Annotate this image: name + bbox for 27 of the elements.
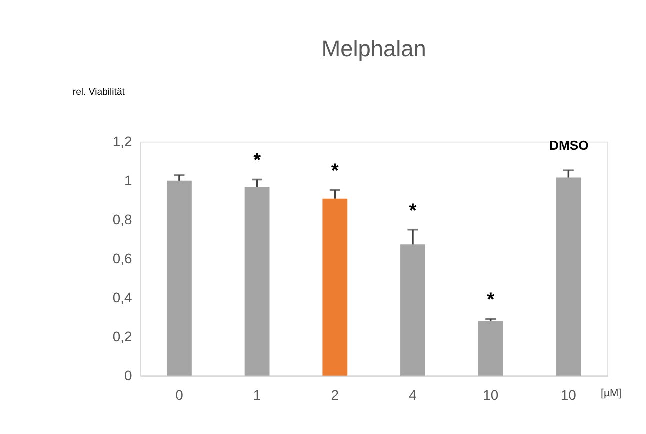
bar bbox=[244, 187, 270, 376]
chart-title: Melphalan bbox=[322, 35, 426, 62]
annotation: * bbox=[487, 290, 496, 312]
x-tick-label: 4 bbox=[409, 386, 418, 403]
annotation: * bbox=[254, 150, 262, 172]
y-tick-label: 0,8 bbox=[112, 212, 132, 228]
annotation: * bbox=[331, 161, 340, 182]
y-tick-label: 0,4 bbox=[112, 290, 132, 306]
x-tick-label: 10 bbox=[483, 386, 499, 403]
x-tick-label: 2 bbox=[331, 386, 340, 403]
bar bbox=[400, 244, 426, 376]
x-tick-label: 0 bbox=[176, 386, 184, 403]
y-tick-label: 0,2 bbox=[112, 328, 132, 345]
y-axis-title: rel. Viabilität bbox=[72, 87, 126, 98]
bar bbox=[322, 198, 348, 376]
x-tick-label: 1 bbox=[253, 386, 262, 403]
x-axis-title: [µM] bbox=[601, 388, 622, 400]
annotation: DMSO bbox=[550, 138, 589, 153]
y-tick-label: 1 bbox=[124, 172, 132, 189]
y-tick-label: 0,6 bbox=[112, 250, 132, 267]
bar bbox=[556, 178, 582, 376]
bar bbox=[478, 321, 504, 376]
y-tick-label: 0 bbox=[124, 368, 132, 384]
x-tick-label: 10 bbox=[560, 386, 577, 403]
y-tick-label: 1,2 bbox=[112, 134, 132, 150]
annotation: * bbox=[409, 200, 418, 222]
bar bbox=[167, 180, 192, 376]
